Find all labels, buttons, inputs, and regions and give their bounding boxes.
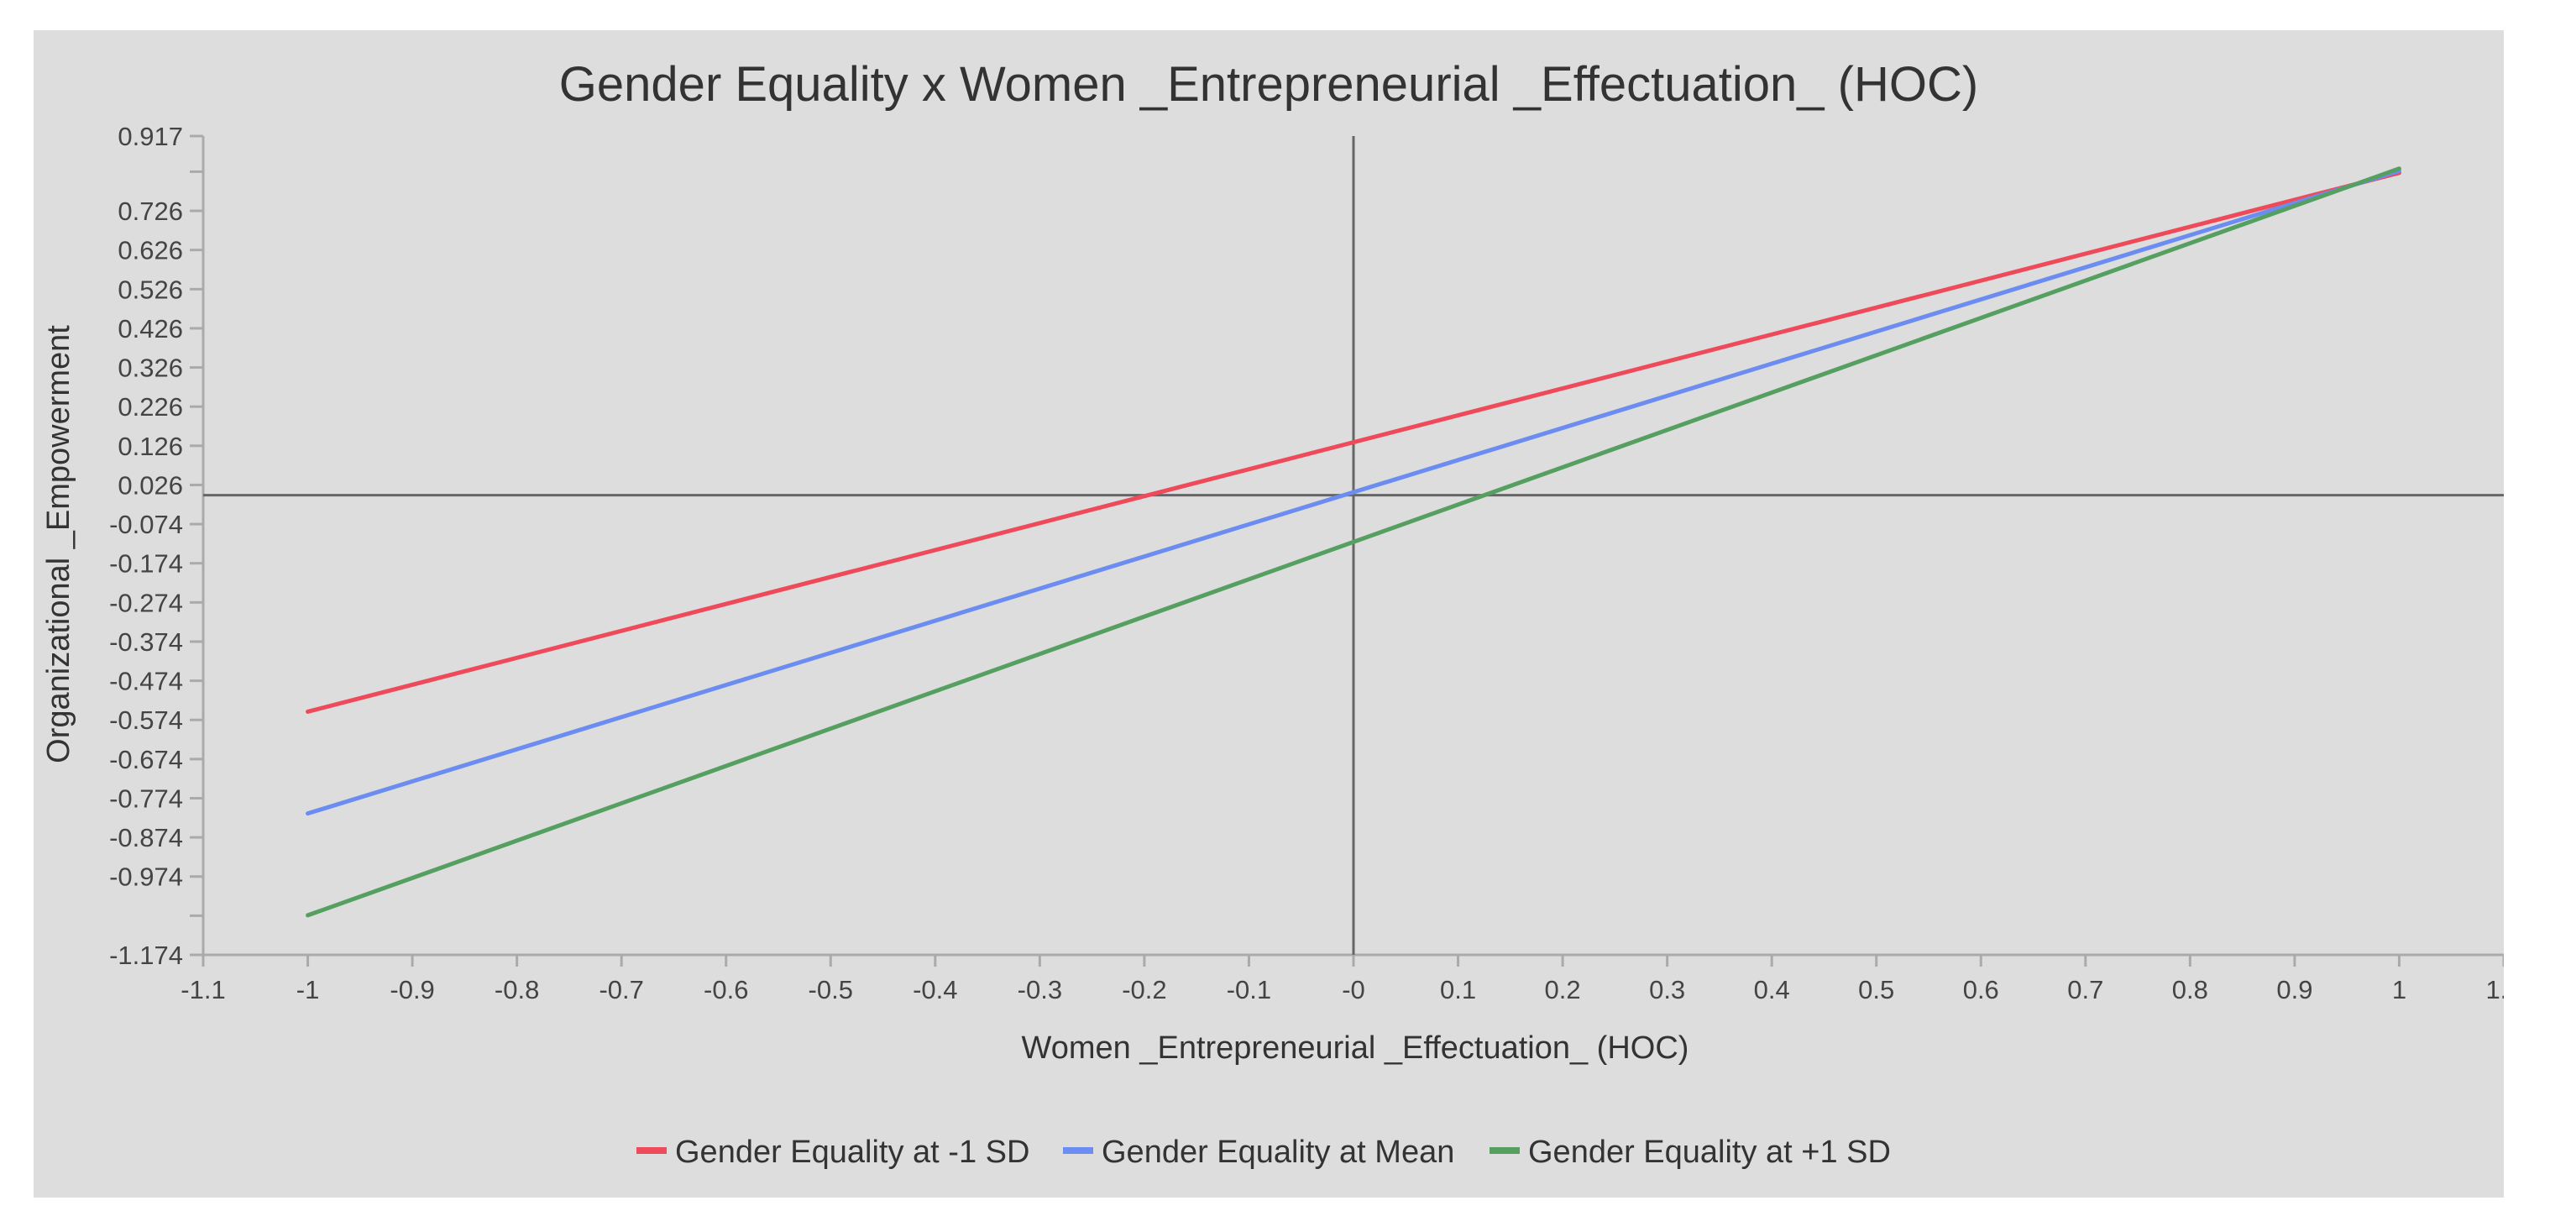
x-tick-label: 0.3 <box>1649 975 1685 1004</box>
series-line-2 <box>306 166 2401 918</box>
x-tick-label: 0.7 <box>2067 975 2103 1004</box>
y-tick-label: -0.274 <box>109 588 183 617</box>
x-tick-label: -1 <box>296 975 320 1004</box>
line-chart: Gender Equality x Women _Entrepreneurial… <box>41 57 2504 1170</box>
legend-label-2: Gender Equality at +1 SD <box>1528 1135 1891 1170</box>
legend-swatch-1 <box>1063 1147 1093 1154</box>
y-tick-label: -0.374 <box>109 627 183 657</box>
x-tick-label: 0.9 <box>2276 975 2312 1004</box>
y-tick-label: -0.974 <box>109 862 183 892</box>
x-tick-label: 1.1 <box>2485 975 2504 1004</box>
x-tick-label: 0.2 <box>1545 975 1581 1004</box>
y-tick-label: 0.326 <box>118 354 183 383</box>
y-tick-label: -0.574 <box>109 705 183 735</box>
x-tick-label: -0.1 <box>1227 975 1271 1004</box>
y-tick-label: 0.726 <box>118 197 183 226</box>
series-line-1 <box>306 168 2401 816</box>
x-tick-label: -0.6 <box>704 975 748 1004</box>
y-tick-label: -0.174 <box>109 549 183 579</box>
legend-label-0: Gender Equality at -1 SD <box>675 1135 1029 1170</box>
x-tick-label: 0.6 <box>1963 975 1999 1004</box>
x-tick-label: -0.2 <box>1122 975 1166 1004</box>
x-tick-label: -1.1 <box>181 975 225 1004</box>
x-tick-label: -0 <box>1342 975 1365 1004</box>
y-tick-label: -1.174 <box>109 941 183 970</box>
y-tick-label: -0.874 <box>109 823 183 852</box>
chart-panel: Gender Equality x Women _Entrepreneurial… <box>34 30 2504 1198</box>
legend-swatch-0 <box>636 1147 667 1154</box>
y-tick-label: -0.474 <box>109 667 183 696</box>
x-tick-label: 0.1 <box>1440 975 1476 1004</box>
chart-title: Gender Equality x Women _Entrepreneurial… <box>559 57 1978 112</box>
y-tick-label: 0.026 <box>118 470 183 500</box>
x-tick-label: -0.9 <box>390 975 434 1004</box>
y-tick-label: 0.226 <box>118 392 183 422</box>
y-tick-label: 0.626 <box>118 236 183 265</box>
x-tick-label: -0.7 <box>599 975 643 1004</box>
y-tick-label: 0.917 <box>118 122 183 151</box>
legend: Gender Equality at -1 SD Gender Equality … <box>636 1135 1891 1170</box>
y-tick-label: 0.126 <box>118 432 183 461</box>
y-axis-label: Organizational _Empowerment <box>41 325 76 763</box>
x-tick-label: 0.8 <box>2172 975 2208 1004</box>
legend-label-1: Gender Equality at Mean <box>1102 1135 1454 1170</box>
y-tick-label: 0.526 <box>118 275 183 304</box>
y-tick-label: -0.074 <box>109 510 183 539</box>
x-axis-label: Women _Entrepreneurial _Effectuation_ (H… <box>1022 1030 1689 1066</box>
series-line-0 <box>306 170 2401 714</box>
y-tick-label: -0.674 <box>109 745 183 774</box>
x-tick-label: 0.5 <box>1858 975 1894 1004</box>
x-tick-label: 0.4 <box>1754 975 1790 1004</box>
x-tick-label: -0.5 <box>809 975 853 1004</box>
x-tick-label: -0.3 <box>1018 975 1062 1004</box>
legend-swatch-2 <box>1490 1147 1520 1154</box>
y-tick-label: 0.426 <box>118 314 183 343</box>
x-tick-label: -0.8 <box>495 975 539 1004</box>
y-tick-label: -0.774 <box>109 784 183 813</box>
x-tick-label: 1 <box>2392 975 2406 1004</box>
x-tick-label: -0.4 <box>913 975 957 1004</box>
